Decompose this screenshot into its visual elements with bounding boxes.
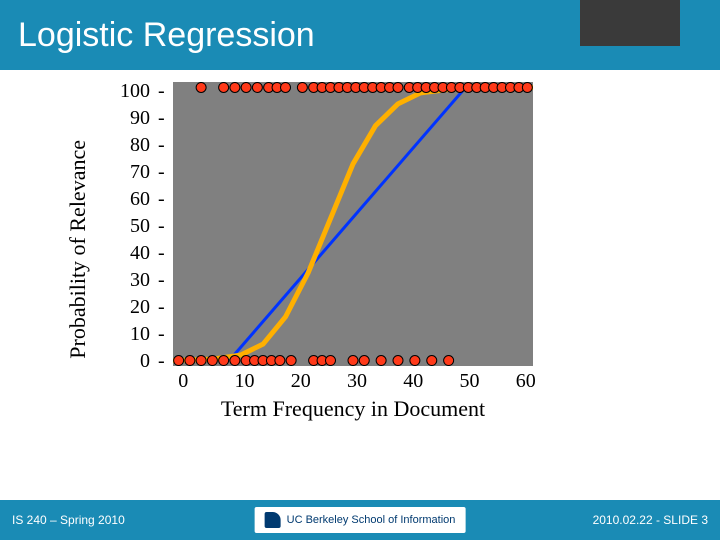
header-decor-image [580, 0, 680, 46]
footer-center-badge: UC Berkeley School of Information [255, 507, 466, 533]
title-bar: Logistic Regression [0, 0, 720, 70]
chart-container: Probability of Relevance 100 90 80 70 60… [0, 70, 720, 500]
berkeley-logo-icon [265, 512, 281, 528]
footer-bar: IS 240 – Spring 2010 UC Berkeley School … [0, 500, 720, 540]
footer-left: IS 240 – Spring 2010 [12, 513, 125, 527]
x-axis-label: Term Frequency in Document [173, 396, 533, 422]
chart-plot [173, 82, 533, 366]
footer-right: 2010.02.22 - SLIDE 3 [593, 513, 708, 527]
y-axis-label: Probability of Relevance [65, 0, 91, 140]
y-tick-marks: ----------- [158, 78, 168, 375]
page-title: Logistic Regression [18, 16, 315, 55]
y-tick-labels: 100 90 80 70 60 50 40 30 20 10 0 [100, 78, 150, 375]
footer-center-text: UC Berkeley School of Information [287, 514, 456, 526]
